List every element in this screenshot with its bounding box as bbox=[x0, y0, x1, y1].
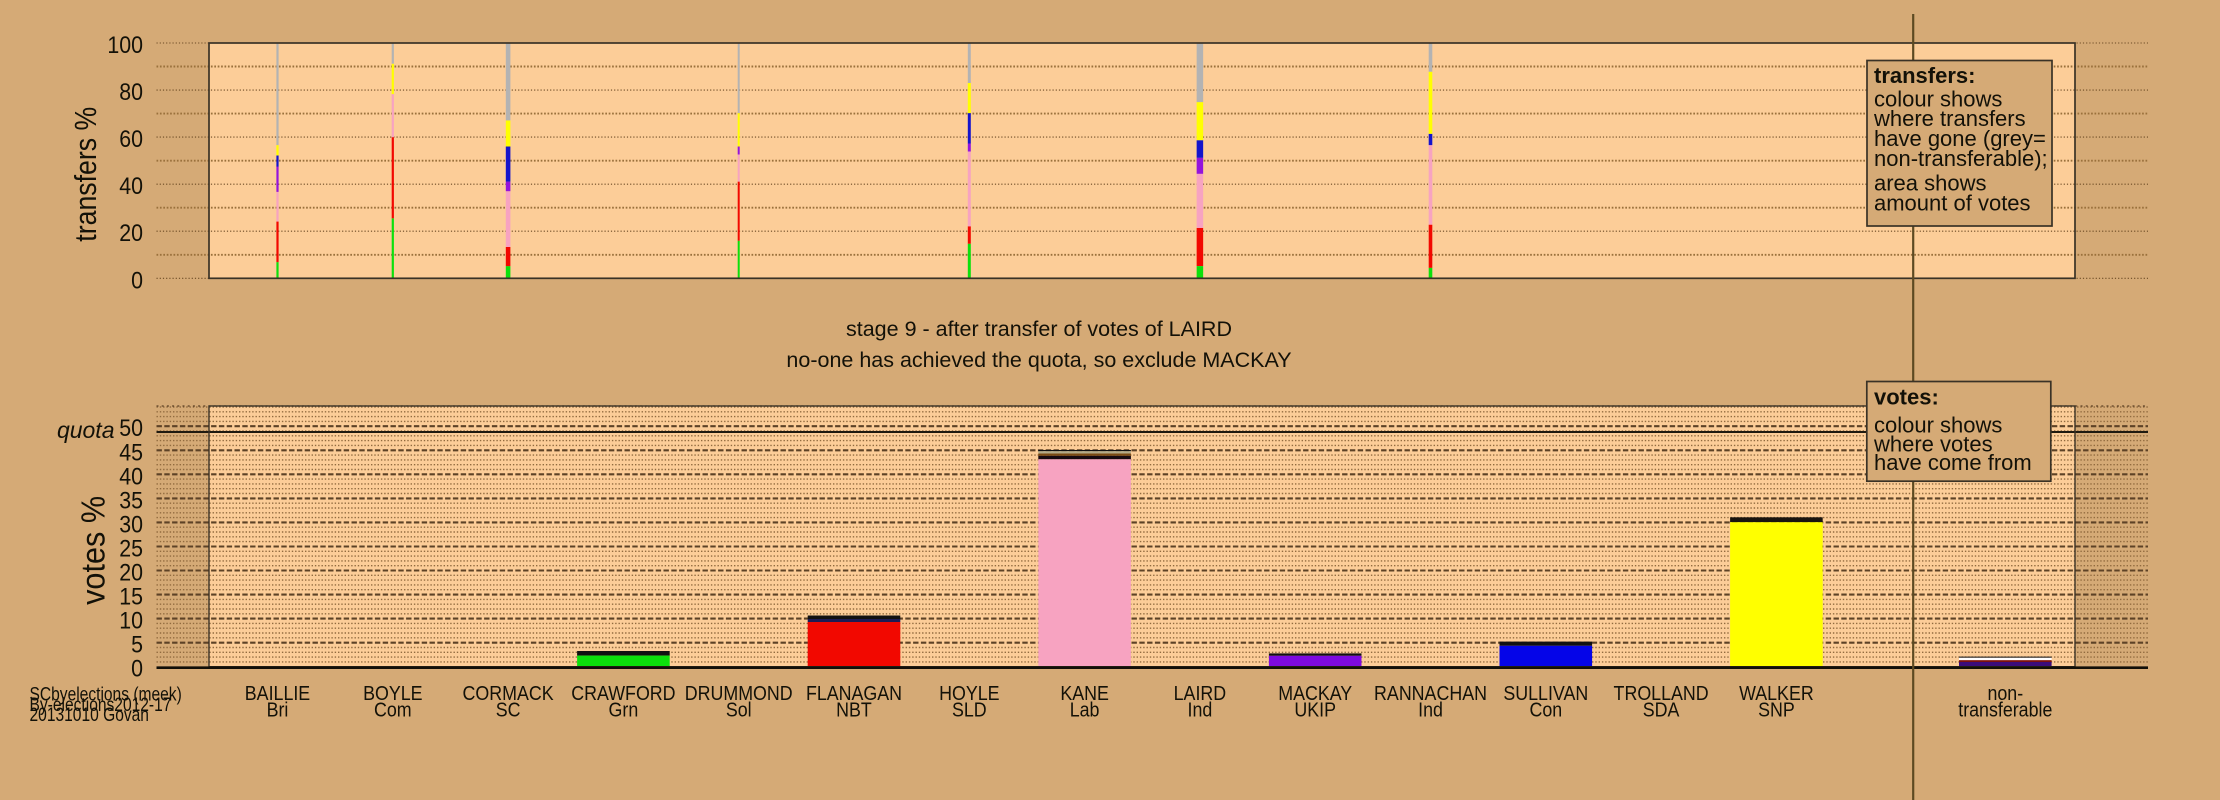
svg-text:Grn: Grn bbox=[609, 699, 639, 721]
svg-text:SLD: SLD bbox=[952, 699, 987, 721]
svg-text:25: 25 bbox=[119, 534, 143, 561]
svg-text:FLANAGAN: FLANAGAN bbox=[806, 683, 902, 705]
svg-text:NBT: NBT bbox=[836, 699, 872, 721]
svg-text:transfers:: transfers: bbox=[1874, 63, 1975, 88]
svg-text:no-one has achieved the quota,: no-one has achieved the quota, so exclud… bbox=[786, 348, 1291, 372]
svg-text:stage 9 - after transfer of vo: stage 9 - after transfer of votes of LAI… bbox=[846, 317, 1232, 341]
svg-text:HOYLE: HOYLE bbox=[939, 683, 999, 705]
svg-text:where transfers: where transfers bbox=[1873, 106, 2026, 131]
svg-text:CORMACK: CORMACK bbox=[463, 683, 554, 705]
svg-text:5: 5 bbox=[131, 631, 143, 658]
svg-text:Ind: Ind bbox=[1188, 699, 1213, 721]
svg-text:100: 100 bbox=[107, 31, 143, 58]
svg-text:45: 45 bbox=[119, 438, 143, 465]
svg-text:KANE: KANE bbox=[1060, 683, 1109, 705]
svg-text:votes %: votes % bbox=[75, 496, 112, 605]
svg-text:UKIP: UKIP bbox=[1294, 699, 1336, 721]
svg-text:60: 60 bbox=[119, 125, 143, 152]
svg-text:BOYLE: BOYLE bbox=[363, 683, 422, 705]
svg-text:non-: non- bbox=[1987, 683, 2023, 705]
svg-text:transferable: transferable bbox=[1958, 699, 2052, 721]
svg-text:50: 50 bbox=[119, 414, 143, 441]
svg-text:By-elections2012-17: By-elections2012-17 bbox=[30, 693, 172, 715]
svg-text:have gone (grey=: have gone (grey= bbox=[1874, 126, 2046, 151]
svg-text:DRUMMOND: DRUMMOND bbox=[685, 683, 793, 705]
svg-text:10: 10 bbox=[119, 606, 143, 633]
svg-text:15: 15 bbox=[119, 582, 143, 609]
svg-text:RANNACHAN: RANNACHAN bbox=[1374, 683, 1487, 705]
svg-text:40: 40 bbox=[119, 462, 143, 489]
svg-text:20131010 Govan: 20131010 Govan bbox=[30, 704, 149, 726]
svg-text:Com: Com bbox=[374, 699, 412, 721]
svg-text:have come from: have come from bbox=[1874, 450, 2032, 475]
svg-text:WALKER: WALKER bbox=[1739, 683, 1814, 705]
svg-text:where votes: where votes bbox=[1873, 431, 1993, 456]
svg-text:votes:: votes: bbox=[1874, 384, 1939, 409]
svg-text:amount of votes: amount of votes bbox=[1874, 190, 2031, 215]
svg-text:non-transferable);: non-transferable); bbox=[1874, 146, 2048, 171]
svg-text:30: 30 bbox=[119, 510, 143, 537]
svg-text:20: 20 bbox=[119, 219, 143, 246]
svg-text:SCbyelections (meek): SCbyelections (meek) bbox=[30, 683, 182, 705]
svg-text:Con: Con bbox=[1529, 699, 1562, 721]
svg-text:SDA: SDA bbox=[1643, 699, 1680, 721]
svg-text:colour shows: colour shows bbox=[1874, 413, 2002, 438]
svg-text:Lab: Lab bbox=[1070, 699, 1100, 721]
svg-text:MACKAY: MACKAY bbox=[1278, 683, 1352, 705]
svg-text:0: 0 bbox=[131, 266, 143, 293]
svg-text:0: 0 bbox=[131, 655, 143, 682]
svg-text:colour shows: colour shows bbox=[1874, 86, 2002, 111]
svg-text:SC: SC bbox=[496, 699, 521, 721]
svg-text:SULLIVAN: SULLIVAN bbox=[1503, 683, 1588, 705]
svg-text:20: 20 bbox=[119, 558, 143, 585]
svg-text:Sol: Sol bbox=[726, 699, 752, 721]
svg-text:BAILLIE: BAILLIE bbox=[245, 683, 310, 705]
svg-text:TROLLAND: TROLLAND bbox=[1614, 683, 1709, 705]
svg-text:40: 40 bbox=[119, 172, 143, 199]
svg-text:Bri: Bri bbox=[267, 699, 289, 721]
svg-text:quota: quota bbox=[57, 417, 115, 443]
svg-text:area shows: area shows bbox=[1874, 171, 1987, 196]
svg-text:35: 35 bbox=[119, 486, 143, 513]
svg-text:SNP: SNP bbox=[1758, 699, 1795, 721]
svg-text:transfers %: transfers % bbox=[68, 107, 103, 242]
svg-text:Ind: Ind bbox=[1418, 699, 1443, 721]
svg-text:CRAWFORD: CRAWFORD bbox=[571, 683, 675, 705]
svg-text:80: 80 bbox=[119, 78, 143, 105]
svg-text:LAIRD: LAIRD bbox=[1174, 683, 1227, 705]
